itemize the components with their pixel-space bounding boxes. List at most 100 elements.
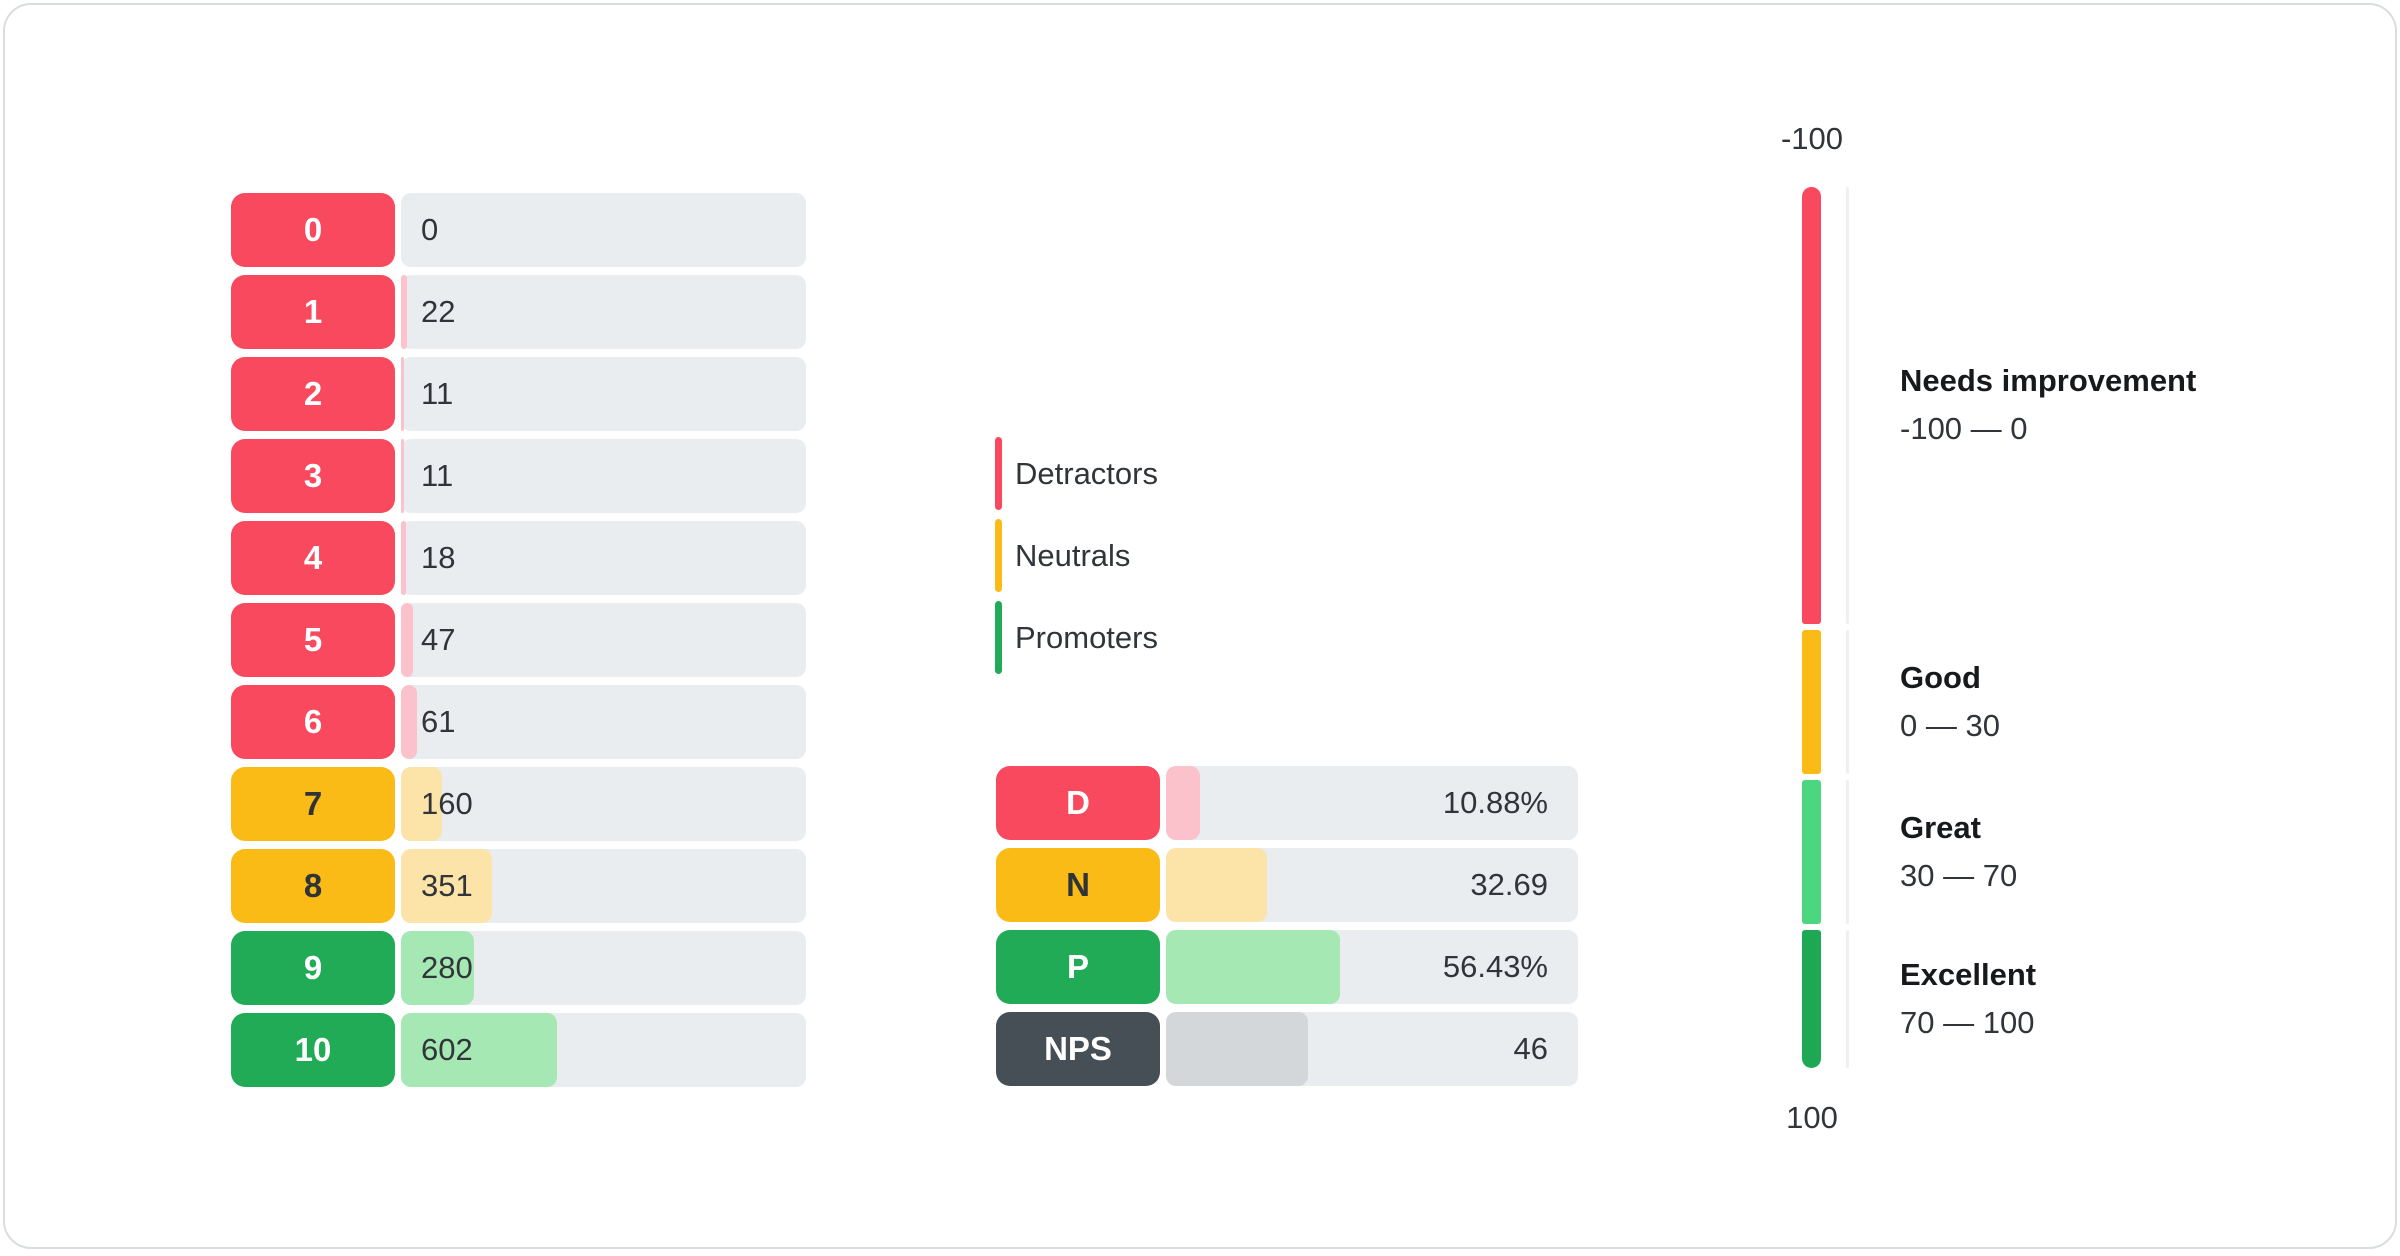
bar-fill (1166, 930, 1341, 1004)
score-chip: 7 (231, 767, 395, 841)
gauge-zone-label: Excellent 70 — 100 (1900, 955, 2370, 1043)
bar-track: 602 (401, 1013, 806, 1087)
score-chip: 3 (231, 439, 395, 513)
bar-value-label: 160 (421, 786, 473, 821)
score-chip: 9 (231, 931, 395, 1005)
gauge-zone-range: 70 — 100 (1900, 1005, 2035, 1040)
bar-track: 56.43% (1166, 930, 1578, 1004)
bar-fill (401, 603, 414, 677)
bar-track: 18 (401, 521, 806, 595)
gauge-zone-label: Great 30 — 70 (1900, 808, 2370, 896)
score-chip: NPS (996, 1012, 1160, 1086)
bar-fill (401, 521, 406, 595)
bar-fill (401, 1013, 557, 1087)
bar-row: 8 351 (231, 849, 806, 923)
bar-fill (401, 685, 417, 759)
score-chip: N (996, 848, 1160, 922)
bar-row: 7 160 (231, 767, 806, 841)
score-chip: 0 (231, 193, 395, 267)
bar-track: 160 (401, 767, 806, 841)
score-chip: 2 (231, 357, 395, 431)
bar-row: N 32.69 (996, 848, 1578, 922)
score-chip: 4 (231, 521, 395, 595)
gauge-segment (1802, 630, 1821, 774)
gauge-segment (1802, 780, 1821, 924)
legend: Detractors Neutrals Promoters (995, 437, 1158, 674)
bar-row: NPS 46 (996, 1012, 1578, 1086)
bar-value-label: 10.88% (1442, 785, 1548, 820)
gauge-max-negative-label: -100 (1780, 121, 1844, 156)
bar-value-label: 32.69 (1470, 867, 1548, 902)
bar-fill (401, 357, 404, 431)
bar-value-label: 46 (1513, 1031, 1548, 1066)
bar-value-label: 22 (421, 294, 456, 329)
score-chip: 8 (231, 849, 395, 923)
gauge-axis-segment (1846, 630, 1849, 774)
bar-track: 22 (401, 275, 806, 349)
bar-value-label: 61 (421, 704, 456, 739)
gauge-zone-label: Good 0 — 30 (1900, 658, 2370, 746)
bar-value-label: 11 (421, 376, 454, 411)
legend-item: Detractors (995, 437, 1158, 510)
bar-row: 2 11 (231, 357, 806, 431)
gauge-zone-range: 30 — 70 (1900, 858, 2018, 893)
bar-row: 4 18 (231, 521, 806, 595)
summary-chart: D 10.88% N 32.69 P 56.43% NPS 46 (996, 766, 1578, 1086)
bar-row: 6 61 (231, 685, 806, 759)
bar-value-label: 47 (421, 622, 456, 657)
bar-track: 11 (401, 439, 806, 513)
bar-value-label: 18 (421, 540, 456, 575)
bar-track: 0 (401, 193, 806, 267)
bar-fill (401, 439, 404, 513)
score-distribution-chart: 0 0 1 22 2 11 3 11 4 18 5 (231, 193, 806, 1087)
bar-row: 10 602 (231, 1013, 806, 1087)
bar-value-label: 351 (421, 868, 473, 903)
legend-color-tick (995, 437, 1002, 510)
gauge-zone-range: 0 — 30 (1900, 708, 2000, 743)
bar-value-label: 11 (421, 458, 454, 493)
bar-fill (401, 849, 492, 923)
bar-track: 46 (1166, 1012, 1578, 1086)
bar-row: D 10.88% (996, 766, 1578, 840)
bar-track: 61 (401, 685, 806, 759)
score-chip: 10 (231, 1013, 395, 1087)
score-chip: 1 (231, 275, 395, 349)
bar-value-label: 0 (421, 212, 439, 247)
gauge-bar (1802, 187, 1821, 1068)
bar-row: 9 280 (231, 931, 806, 1005)
bar-fill (401, 275, 407, 349)
bar-value-label: 280 (421, 950, 473, 985)
legend-color-tick (995, 519, 1002, 592)
bar-track: 10.88% (1166, 766, 1578, 840)
gauge-segment (1802, 187, 1821, 624)
bar-fill (1166, 1012, 1309, 1086)
gauge-zone-title: Excellent (1900, 957, 2037, 992)
legend-color-tick (995, 601, 1002, 674)
gauge-axis-segment (1846, 930, 1849, 1068)
bar-track: 351 (401, 849, 806, 923)
legend-label: Promoters (1015, 619, 1158, 655)
gauge-axis-segment (1846, 187, 1849, 624)
bar-row: P 56.43% (996, 930, 1578, 1004)
bar-value-label: 602 (421, 1032, 473, 1067)
gauge-axis-segment (1846, 780, 1849, 924)
gauge-segment (1802, 930, 1821, 1068)
gauge-max-positive-label: 100 (1786, 1100, 1838, 1135)
bar-value-label: 56.43% (1442, 949, 1548, 984)
gauge-zone-title: Good (1900, 660, 1981, 695)
legend-item: Neutrals (995, 519, 1158, 592)
bar-row: 5 47 (231, 603, 806, 677)
score-chip: 5 (231, 603, 395, 677)
bar-fill (1166, 766, 1200, 840)
bar-fill (401, 767, 443, 841)
bar-track: 47 (401, 603, 806, 677)
gauge-axis-line (1846, 187, 1849, 1068)
gauge-zone-title: Needs improvement (1900, 363, 2197, 398)
bar-track: 11 (401, 357, 806, 431)
legend-label: Neutrals (1015, 537, 1131, 573)
bar-track: 32.69 (1166, 848, 1578, 922)
legend-label: Detractors (1015, 455, 1158, 491)
score-chip: P (996, 930, 1160, 1004)
legend-item: Promoters (995, 601, 1158, 674)
